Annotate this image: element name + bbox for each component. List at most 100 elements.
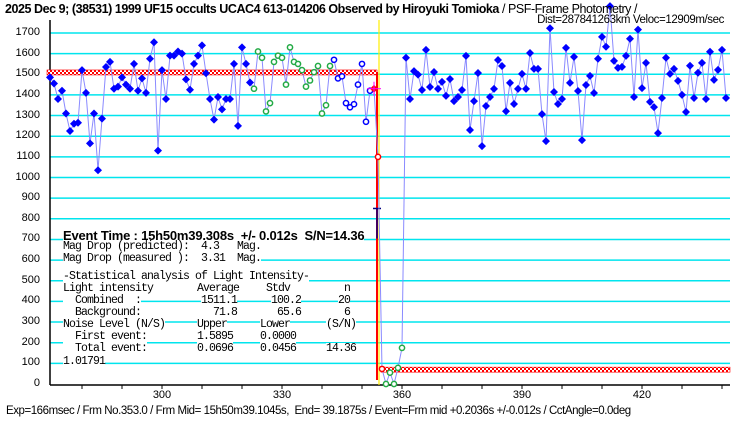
data-point: [602, 42, 610, 51]
background-n: 6: [343, 306, 351, 319]
data-point: [386, 369, 394, 376]
data-point: [318, 110, 326, 117]
data-point: [478, 142, 486, 151]
data-point: [158, 66, 166, 75]
data-point: [214, 92, 222, 101]
data-point: [718, 45, 726, 54]
y-tick-label: 1600: [15, 46, 40, 59]
data-point: [54, 95, 62, 104]
data-point: [590, 89, 598, 98]
data-point: [322, 101, 330, 109]
data-point: [598, 32, 606, 41]
data-point: [618, 62, 626, 71]
data-point: [466, 126, 474, 135]
data-point: [570, 52, 578, 61]
noise-lower: Lower: [260, 318, 291, 331]
data-point: [686, 61, 694, 70]
data-point: [518, 69, 526, 78]
data-point: [306, 77, 314, 84]
data-point: [90, 109, 98, 118]
data-point: [86, 139, 94, 148]
data-point: [394, 364, 402, 372]
light-curve-line: [49, 6, 727, 386]
stat-title: -Statistical analysis of Light Intensity…: [63, 270, 310, 283]
data-point: [146, 54, 154, 63]
data-point: [458, 85, 466, 94]
data-point: [262, 108, 270, 115]
y-tick-label: 500: [21, 273, 40, 286]
data-point: [462, 51, 470, 60]
y-tick-label: 1300: [15, 108, 40, 121]
x-tick-label: 360: [392, 389, 412, 401]
data-point: [706, 47, 714, 56]
data-point: [654, 129, 662, 138]
data-point: [690, 93, 698, 102]
data-point: [178, 49, 186, 58]
data-point: [490, 84, 498, 93]
event-time: Event Time : 15h50m39.308s +/- 0.012s S/…: [63, 228, 365, 243]
data-point: [106, 57, 114, 66]
data-point: [350, 100, 358, 108]
mag-drop-measured: Mag Drop (measured ): 3.31 Mag.: [63, 252, 262, 265]
x-tick-label: 420: [632, 389, 652, 401]
data-point: [298, 66, 306, 74]
noise-upper: Upper: [197, 318, 228, 331]
data-series: [46, 2, 730, 388]
data-point: [470, 97, 478, 106]
data-point: [50, 79, 58, 88]
y-tick-label: 900: [21, 191, 40, 204]
data-point: [398, 344, 406, 352]
data-point: [186, 85, 194, 94]
noise-sn: (S/N): [325, 318, 357, 331]
data-point: [358, 60, 366, 68]
data-point: [434, 84, 442, 93]
y-tick-label: 600: [21, 253, 40, 266]
data-point: [578, 136, 586, 145]
data-point: [62, 109, 70, 118]
data-point: [330, 56, 338, 64]
data-point: [586, 71, 594, 80]
data-point: [118, 73, 126, 82]
data-point: [266, 99, 274, 107]
gridlines: [50, 32, 730, 365]
data-point: [642, 58, 650, 67]
data-point: [714, 65, 722, 74]
data-point: [626, 34, 634, 43]
data-point: [522, 84, 530, 93]
background-stdv: 65.6: [276, 306, 302, 319]
y-tick-label: 1700: [15, 25, 40, 38]
data-point: [582, 80, 590, 89]
x-tick-label: 330: [272, 389, 292, 401]
data-point: [94, 166, 102, 175]
distance-velocity: Dist=287841263km Veloc=12909m/sec: [537, 14, 724, 26]
data-point: [230, 59, 238, 68]
data-point: [426, 83, 434, 92]
data-point: [658, 93, 666, 102]
combined-n: 20: [337, 294, 351, 307]
data-point: [130, 59, 138, 68]
data-point: [430, 67, 438, 76]
data-point: [82, 88, 90, 97]
data-point: [438, 77, 446, 86]
data-point: [558, 95, 566, 104]
data-point: [698, 58, 706, 67]
data-point: [414, 70, 422, 79]
data-point: [246, 78, 254, 87]
data-point: [674, 76, 682, 85]
data-point: [694, 68, 702, 77]
data-point: [98, 114, 106, 123]
first-event-upper: 1.5895: [197, 330, 234, 343]
data-point: [382, 380, 390, 388]
footer-info: Exp=166msec / Frm No.353.0 / Frm Mid= 15…: [6, 405, 631, 417]
data-point: [526, 48, 534, 57]
combined-stdv: 100.2: [270, 294, 302, 307]
x-tick-label: 300: [152, 389, 172, 401]
data-point: [682, 108, 690, 117]
total-event-label: Total event:: [63, 342, 148, 355]
total-event-lower: 0.0456: [260, 342, 297, 355]
data-point: [418, 85, 426, 94]
data-point: [134, 86, 142, 95]
chart-title: 2025 Dec 9; (38531) 1999 UF15 occults UC…: [5, 2, 637, 16]
x-tick-label: 390: [512, 389, 532, 401]
